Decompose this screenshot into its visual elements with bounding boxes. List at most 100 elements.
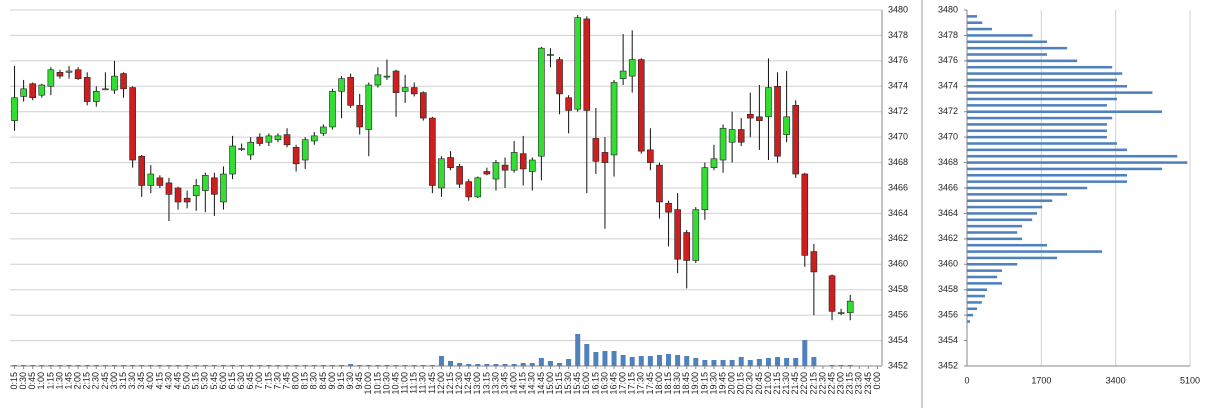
volume-bar bbox=[829, 365, 835, 366]
volume-bar bbox=[239, 365, 245, 366]
x-tick-label: 3:45 bbox=[136, 372, 146, 390]
x-tick-label: 3400 bbox=[1106, 375, 1126, 385]
volume-bar bbox=[121, 365, 127, 366]
candle-body bbox=[801, 173, 809, 256]
volume-bar bbox=[39, 365, 45, 366]
candle-body bbox=[692, 209, 700, 261]
x-tick-label: 2:30 bbox=[91, 372, 101, 390]
volume-bar bbox=[184, 365, 190, 366]
volume-bar bbox=[102, 365, 108, 366]
candle-body bbox=[810, 251, 818, 273]
volume-bar bbox=[348, 364, 354, 366]
y-tick-label: 3452 bbox=[938, 360, 958, 370]
candle-body bbox=[510, 152, 518, 171]
candle-body bbox=[102, 88, 109, 91]
profile-bar bbox=[967, 205, 1043, 209]
candle-body bbox=[392, 70, 400, 93]
x-tick-label: 21:45 bbox=[790, 372, 800, 395]
x-tick-label: 11:45 bbox=[427, 372, 437, 394]
volume-bar bbox=[620, 355, 626, 366]
y-tick-label: 3456 bbox=[888, 310, 908, 320]
volume-bar bbox=[511, 364, 517, 366]
candle-body bbox=[229, 145, 236, 175]
x-tick-label: 14:45 bbox=[536, 372, 546, 395]
volume-bar bbox=[429, 365, 435, 366]
volume-bar bbox=[811, 357, 817, 366]
volume-bar bbox=[311, 365, 317, 366]
x-tick-label: 1:15 bbox=[45, 372, 55, 390]
candle-body bbox=[592, 138, 600, 162]
x-tick-label: 23:00 bbox=[836, 372, 846, 395]
volume-bar bbox=[675, 355, 681, 366]
profile-bar bbox=[967, 288, 988, 291]
candle-body bbox=[338, 78, 345, 92]
volume-bar bbox=[30, 365, 36, 366]
candle-body bbox=[583, 18, 591, 111]
x-tick-label: 0:15 bbox=[9, 372, 19, 390]
x-tick-label: 13:45 bbox=[499, 372, 509, 395]
candle-body bbox=[419, 92, 427, 119]
y-tick-label: 3480 bbox=[938, 4, 958, 14]
x-tick-label: 22:30 bbox=[817, 372, 827, 395]
volume-bar bbox=[611, 351, 617, 366]
volume-bar bbox=[738, 357, 744, 366]
volume-bar bbox=[602, 351, 608, 366]
x-tick-label: 5:00 bbox=[182, 372, 192, 390]
x-tick-label: 12:30 bbox=[454, 372, 464, 395]
candle-body bbox=[301, 139, 309, 161]
candle-body bbox=[156, 177, 164, 186]
candle-body bbox=[746, 113, 754, 119]
volume-bar bbox=[420, 365, 426, 366]
candle-body bbox=[665, 202, 672, 213]
x-tick-label: 10:00 bbox=[363, 372, 373, 395]
candle-body bbox=[837, 312, 845, 314]
candle-body bbox=[310, 135, 318, 142]
profile-bar bbox=[967, 174, 1128, 177]
profile-bar bbox=[967, 65, 1113, 69]
profile-bar bbox=[967, 53, 1048, 56]
volume-bar bbox=[293, 365, 299, 366]
volume-bar bbox=[475, 364, 481, 366]
x-tick-label: 21:15 bbox=[772, 372, 782, 395]
x-tick-label: 5:30 bbox=[200, 372, 210, 390]
x-tick-label: 11:15 bbox=[409, 372, 419, 394]
profile-bar bbox=[967, 40, 1048, 44]
volume-bar bbox=[211, 365, 217, 366]
profile-bar bbox=[967, 275, 998, 279]
candle-body bbox=[265, 135, 273, 143]
x-tick-label: 15:45 bbox=[572, 372, 582, 395]
volume-bar bbox=[157, 365, 163, 366]
profile-bar bbox=[967, 180, 1128, 183]
y-tick-label: 3462 bbox=[938, 233, 958, 243]
profile-bar bbox=[967, 186, 1088, 190]
candle-body bbox=[211, 177, 218, 195]
x-tick-label: 8:45 bbox=[318, 372, 328, 390]
x-tick-label: 9:45 bbox=[354, 372, 364, 390]
volume-bar bbox=[838, 365, 844, 366]
x-tick-label: 5100 bbox=[1180, 375, 1200, 385]
x-tick-label: 13:30 bbox=[490, 372, 500, 395]
candle-body bbox=[256, 136, 264, 144]
candle-body bbox=[29, 83, 37, 99]
candle-body bbox=[846, 300, 854, 313]
volume-bar bbox=[275, 365, 281, 366]
candle-body bbox=[601, 152, 609, 163]
profile-bar bbox=[967, 243, 1048, 247]
profile-bar bbox=[967, 142, 1117, 145]
candle-body bbox=[383, 75, 391, 78]
volume-bar bbox=[66, 365, 72, 366]
candle-body bbox=[483, 171, 491, 175]
profile-bar bbox=[967, 97, 1117, 101]
candle-body bbox=[129, 87, 136, 161]
volume-bar bbox=[84, 365, 90, 366]
candle-body bbox=[565, 97, 572, 111]
x-tick-label: 12:15 bbox=[445, 372, 455, 395]
x-tick-label: 9:15 bbox=[336, 372, 346, 390]
x-tick-label: 16:30 bbox=[599, 372, 609, 395]
x-tick-label: 18:30 bbox=[672, 372, 682, 395]
x-tick-label: 6:45 bbox=[245, 372, 255, 390]
volume-bar bbox=[529, 363, 535, 366]
x-tick-label: 20:15 bbox=[736, 372, 746, 395]
candle-body bbox=[283, 134, 291, 146]
candle-body bbox=[201, 174, 209, 191]
